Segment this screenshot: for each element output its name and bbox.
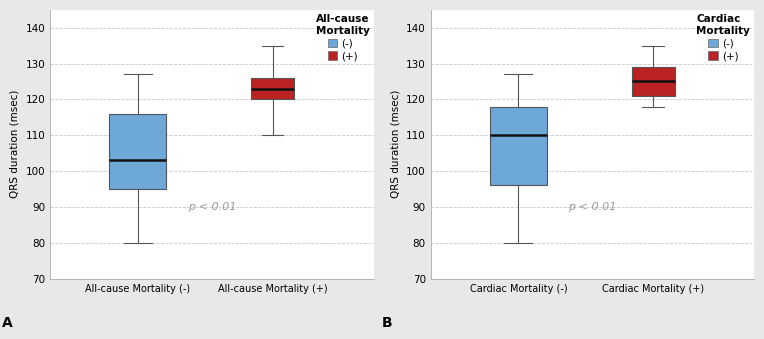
PathPatch shape bbox=[109, 114, 166, 189]
Y-axis label: QRS duration (msec): QRS duration (msec) bbox=[390, 90, 400, 198]
Text: p < 0.01: p < 0.01 bbox=[568, 202, 617, 212]
Text: p < 0.01: p < 0.01 bbox=[188, 202, 236, 212]
PathPatch shape bbox=[251, 78, 294, 99]
PathPatch shape bbox=[490, 106, 547, 185]
Text: B: B bbox=[382, 316, 393, 331]
Y-axis label: QRS duration (msec): QRS duration (msec) bbox=[10, 90, 20, 198]
Legend: (-), (+): (-), (+) bbox=[314, 12, 372, 63]
PathPatch shape bbox=[632, 67, 675, 96]
Text: A: A bbox=[2, 316, 12, 331]
Legend: (-), (+): (-), (+) bbox=[694, 12, 753, 63]
